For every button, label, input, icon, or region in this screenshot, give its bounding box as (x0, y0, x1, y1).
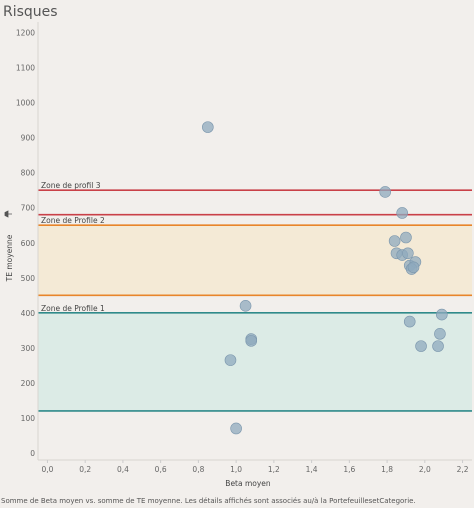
data-point[interactable] (415, 340, 427, 352)
y-tick-label: 200 (21, 379, 36, 388)
data-point[interactable] (379, 186, 392, 198)
y-tick-label: 100 (21, 414, 36, 423)
x-ticks: 0,0 0,2 0,4 0,6 0,8 1,0 1,2 1,4 1,6 1,8 2,0 2,2 (41, 460, 469, 474)
y-tick-label: 800 (21, 169, 36, 178)
bands-layer: Zone de Profile 1 Zone de Profile 2 (38, 216, 472, 412)
y-ticks: 0 100 200 300 400 500 600 700 800 900 1000 1100 1200 (16, 29, 35, 458)
band-label-1: Zone de Profile 1 (41, 304, 105, 313)
x-tick-label: 1,6 (343, 465, 355, 474)
x-tick-label: 0,2 (79, 465, 91, 474)
x-tick-label: 2,0 (419, 465, 431, 474)
x-tick-label: 1,2 (268, 465, 280, 474)
y-tick-label: 1100 (16, 64, 35, 73)
x-tick-label: 1,8 (381, 465, 393, 474)
pin-icon[interactable] (4, 210, 12, 218)
band-zone-2 (38, 225, 472, 296)
chart-title: Risques (3, 4, 58, 20)
x-tick-label: 0,8 (192, 465, 204, 474)
data-point[interactable] (436, 308, 448, 321)
data-point[interactable] (403, 315, 416, 328)
y-tick-label: 300 (21, 344, 36, 353)
y-tick-label: 400 (21, 309, 36, 318)
y-tick-label: 700 (21, 204, 36, 213)
data-point[interactable] (402, 247, 414, 260)
x-tick-label: 2,2 (457, 465, 469, 474)
data-point[interactable] (396, 207, 408, 219)
x-tick-label: 0,6 (155, 465, 167, 474)
x-tick-label: 1,4 (306, 465, 318, 474)
band-zone-1 (38, 312, 472, 411)
y-tick-label: 0 (30, 449, 35, 458)
data-point[interactable] (224, 354, 237, 366)
data-point[interactable] (230, 422, 242, 435)
x-axis-label: Beta moyen (225, 479, 271, 488)
data-point[interactable] (239, 300, 252, 312)
y-axis-label: TE moyenne (5, 234, 14, 282)
points-layer (202, 121, 448, 435)
chart-caption: Somme de Beta moyen vs. somme de TE moye… (1, 497, 416, 505)
data-point[interactable] (388, 235, 401, 247)
x-tick-label: 0,4 (117, 465, 129, 474)
x-tick-label: 1,0 (230, 465, 242, 474)
y-tick-label: 500 (21, 274, 36, 283)
data-point[interactable] (434, 328, 446, 340)
y-tick-label: 900 (21, 134, 36, 143)
band-label-2: Zone de Profile 2 (41, 216, 105, 225)
data-point[interactable] (407, 261, 420, 274)
y-tick-label: 1000 (16, 99, 35, 108)
x-tick-label: 0,0 (41, 465, 53, 474)
data-point[interactable] (432, 340, 444, 352)
data-point[interactable] (245, 335, 258, 347)
y-tick-label: 600 (21, 239, 36, 248)
data-point[interactable] (202, 121, 214, 133)
data-point[interactable] (400, 231, 412, 244)
reference-line-label-2: Zone de profil 3 (41, 181, 101, 190)
y-tick-label: 1200 (16, 29, 35, 38)
